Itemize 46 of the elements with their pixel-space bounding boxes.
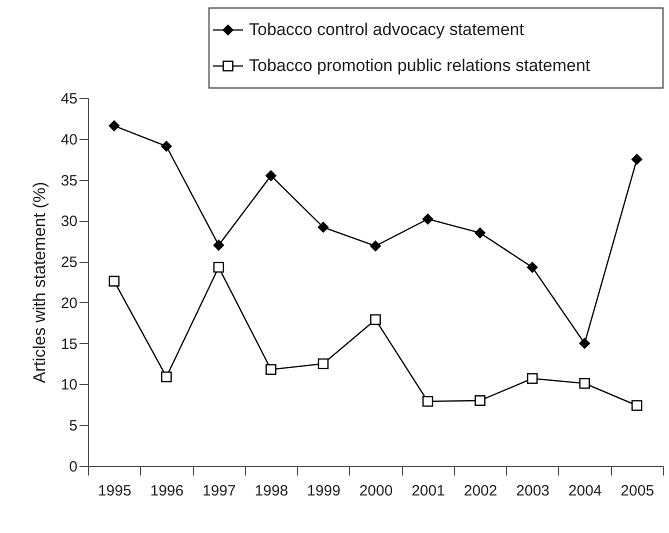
x-tick-label: 2005 — [620, 482, 654, 500]
x-tick-label: 1998 — [254, 482, 288, 500]
point — [318, 222, 329, 233]
x-tick-label: 2002 — [464, 482, 498, 500]
point — [422, 396, 434, 407]
y-tick-label: 25 — [60, 254, 78, 272]
point — [108, 120, 120, 132]
x-tick-label: 1996 — [150, 482, 184, 500]
x-tick-label: 2004 — [568, 482, 602, 500]
point — [422, 214, 434, 224]
point — [579, 338, 590, 349]
point — [318, 358, 329, 370]
point — [266, 170, 276, 182]
y-tick-label: 45 — [60, 90, 78, 108]
point — [370, 314, 381, 326]
point — [161, 140, 172, 152]
y-tick-label: 30 — [60, 213, 78, 230]
y-tick-label: 10 — [60, 376, 78, 394]
x-tick-label: 2003 — [516, 482, 550, 500]
point — [213, 262, 224, 273]
y-axis-title: Articles with statement (%) — [30, 182, 49, 384]
point — [579, 378, 590, 389]
point — [631, 400, 642, 411]
y-tick-label: 35 — [60, 172, 78, 190]
point — [161, 371, 172, 382]
y-tick-label: 20 — [60, 294, 78, 312]
point — [526, 373, 538, 384]
y-tick-label: 5 — [69, 418, 78, 435]
x-tick-label: 1999 — [307, 482, 340, 500]
point — [631, 154, 642, 165]
x-tick-label: 1995 — [98, 482, 132, 500]
x-tick-label: 2001 — [412, 482, 445, 500]
point — [108, 276, 120, 287]
point — [526, 262, 538, 273]
point — [474, 228, 486, 238]
y-tick-label: 40 — [60, 131, 78, 148]
x-tick-label: 1997 — [202, 482, 236, 500]
legend-label: Tobacco control advocacy statement — [249, 20, 524, 39]
point — [266, 364, 276, 375]
point — [370, 240, 381, 252]
y-tick-label: 15 — [60, 336, 78, 353]
y-tick-label: 0 — [69, 458, 78, 476]
point — [213, 240, 224, 251]
point — [474, 395, 486, 406]
legend-label: Tobacco promotion public relations statement — [249, 56, 590, 75]
x-tick-label: 2000 — [359, 482, 393, 500]
